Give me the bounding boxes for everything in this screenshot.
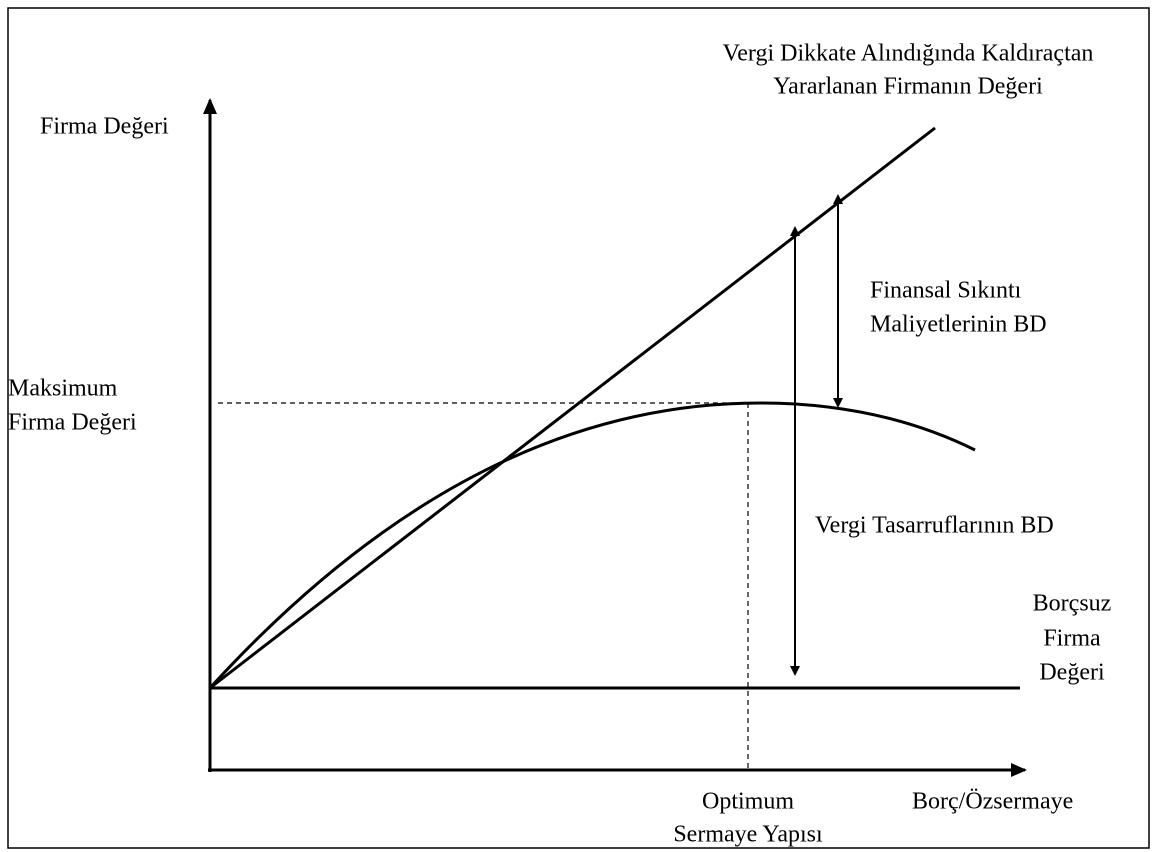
label: Değeri [1039, 660, 1105, 686]
label: Optimum [702, 789, 794, 815]
label: Finansal Sıkıntı [870, 278, 1022, 304]
label: Firma [1043, 626, 1101, 652]
label: Firma Değeri [40, 114, 169, 140]
leveraged-line [209, 126, 936, 690]
label: Borçsuz [1033, 591, 1112, 617]
label: Sermaye Yapısı [673, 822, 823, 848]
label: Yararlanan Firmanın Değeri [773, 74, 1043, 100]
label: Firma Değeri [8, 410, 137, 436]
label: Borç/Özsermaye [912, 789, 1073, 815]
frame [7, 7, 1150, 849]
label: Maliyetlerinin BD [870, 312, 1047, 338]
label: Maksimum [8, 376, 118, 402]
label: Vergi Tasarruflarının BD [815, 513, 1054, 539]
label: Vergi Dikkate Alındığında Kaldıraçtan [723, 41, 1094, 67]
actual-value-curve [208, 401, 976, 690]
